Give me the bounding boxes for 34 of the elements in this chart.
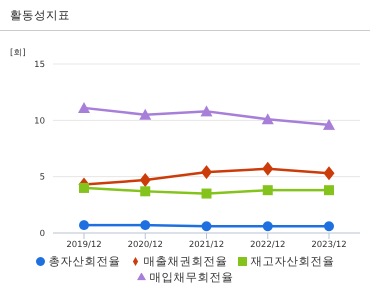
point bbox=[140, 220, 150, 230]
point bbox=[324, 221, 334, 232]
point bbox=[140, 173, 151, 188]
point bbox=[324, 166, 334, 180]
point bbox=[78, 102, 90, 113]
x-tick-label: 2020/12 bbox=[128, 240, 163, 250]
y-tick-label: 0 bbox=[40, 229, 45, 240]
point bbox=[262, 185, 273, 196]
y-tick-label: 10 bbox=[34, 116, 45, 126]
point bbox=[262, 113, 274, 124]
legend-label: 매출채권회전율 bbox=[144, 254, 228, 268]
point bbox=[201, 165, 212, 180]
point bbox=[79, 182, 89, 193]
point bbox=[202, 188, 212, 199]
chart-title: 활동성지표 bbox=[0, 0, 370, 31]
legend-label: 매입채무회전율 bbox=[150, 270, 234, 284]
point bbox=[79, 220, 89, 230]
x-tick-label: 2023/12 bbox=[311, 240, 347, 250]
point bbox=[202, 221, 212, 232]
y-axis-title: [회] bbox=[10, 47, 26, 59]
y-tick-label: 5 bbox=[40, 172, 45, 183]
x-tick-label: 2021/12 bbox=[188, 240, 224, 250]
x-tick-label: 2022/12 bbox=[250, 240, 286, 250]
point bbox=[262, 162, 274, 176]
legend-label: 재고자산회전율 bbox=[250, 254, 334, 268]
point bbox=[139, 108, 152, 120]
point bbox=[323, 118, 335, 130]
x-tick-label: 2019/12 bbox=[66, 240, 102, 250]
point bbox=[262, 221, 273, 232]
point bbox=[140, 186, 150, 196]
point bbox=[324, 185, 334, 196]
y-tick-label: 15 bbox=[34, 60, 45, 70]
legend-label: 총자산회전율 bbox=[48, 254, 120, 268]
point bbox=[200, 105, 212, 116]
